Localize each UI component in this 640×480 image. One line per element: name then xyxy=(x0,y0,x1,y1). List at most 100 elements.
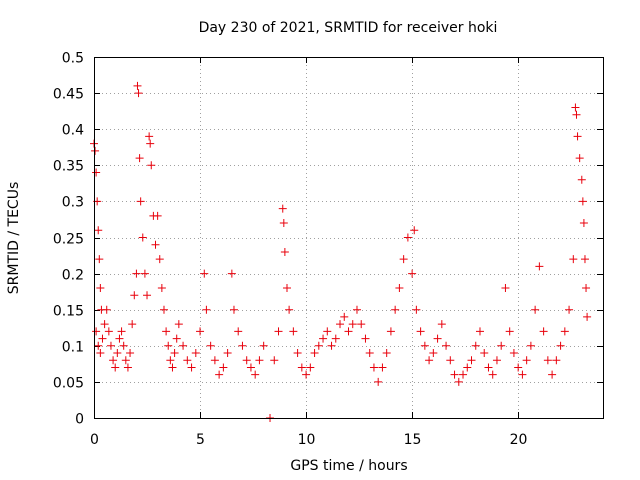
data-point xyxy=(306,363,315,372)
data-point xyxy=(278,204,287,213)
data-point xyxy=(109,356,118,365)
data-point xyxy=(569,255,578,264)
data-point xyxy=(336,320,345,329)
data-point xyxy=(132,269,141,278)
data-point xyxy=(571,103,580,112)
data-point xyxy=(488,370,497,379)
data-point xyxy=(215,370,224,379)
y-tick-label: 0.05 xyxy=(53,376,84,392)
data-point xyxy=(391,305,400,314)
data-point xyxy=(100,320,109,329)
data-point xyxy=(146,139,155,148)
data-point xyxy=(410,226,419,235)
data-point xyxy=(575,154,584,163)
data-point xyxy=(573,132,582,141)
data-point xyxy=(270,356,279,365)
data-point xyxy=(123,363,132,372)
data-point xyxy=(238,341,247,350)
data-point xyxy=(151,240,160,249)
data-point xyxy=(518,370,527,379)
data-point xyxy=(323,327,332,336)
data-point xyxy=(433,334,442,343)
data-point xyxy=(505,327,514,336)
data-point xyxy=(140,269,149,278)
data-point xyxy=(280,247,289,256)
data-point xyxy=(450,370,459,379)
data-point xyxy=(117,327,126,336)
x-tick-label: 0 xyxy=(90,432,99,448)
data-point xyxy=(327,341,336,350)
data-point xyxy=(157,284,166,293)
data-point xyxy=(522,356,531,365)
data-point xyxy=(135,154,144,163)
data-points xyxy=(90,81,592,422)
data-point xyxy=(484,363,493,372)
y-tick-label: 0.4 xyxy=(62,123,84,139)
data-point xyxy=(159,305,168,314)
data-point xyxy=(403,233,412,242)
data-point xyxy=(582,284,591,293)
data-point xyxy=(274,327,283,336)
data-point xyxy=(331,334,340,343)
data-point xyxy=(302,370,311,379)
data-point xyxy=(497,341,506,350)
y-tick-label: 0.2 xyxy=(62,268,84,284)
data-point xyxy=(174,320,183,329)
data-point xyxy=(106,341,115,350)
data-point xyxy=(357,320,366,329)
data-point xyxy=(314,341,323,350)
y-tick-label: 0.5 xyxy=(62,51,84,67)
data-point xyxy=(543,356,552,365)
data-point xyxy=(572,110,581,119)
data-point xyxy=(130,291,139,300)
y-tick-label: 0.3 xyxy=(62,195,84,211)
x-tick-label: 5 xyxy=(196,432,205,448)
data-point xyxy=(96,349,105,358)
data-point xyxy=(526,341,535,350)
data-point xyxy=(223,349,232,358)
plot-frame xyxy=(94,57,604,419)
data-point xyxy=(179,341,188,350)
data-point xyxy=(285,305,294,314)
data-point xyxy=(162,327,171,336)
data-point xyxy=(501,284,510,293)
data-point xyxy=(369,363,378,372)
data-point xyxy=(548,370,557,379)
data-point xyxy=(133,81,142,90)
data-point xyxy=(289,327,298,336)
data-point xyxy=(399,255,408,264)
data-point xyxy=(463,363,472,372)
data-point xyxy=(556,341,565,350)
data-point xyxy=(442,341,451,350)
data-point xyxy=(143,291,152,300)
data-point xyxy=(420,341,429,350)
data-point xyxy=(113,349,122,358)
data-point xyxy=(111,363,120,372)
data-point xyxy=(459,370,468,379)
data-point xyxy=(246,363,255,372)
y-tick-label: 0.35 xyxy=(53,159,84,175)
data-point xyxy=(164,341,173,350)
data-point xyxy=(412,305,421,314)
data-point xyxy=(119,341,128,350)
data-point xyxy=(206,341,215,350)
data-point xyxy=(475,327,484,336)
data-point xyxy=(514,363,523,372)
data-point xyxy=(187,363,196,372)
data-point xyxy=(395,284,404,293)
data-point xyxy=(539,327,548,336)
y-tick-label: 0 xyxy=(75,412,84,428)
data-point xyxy=(95,255,104,264)
data-point xyxy=(580,255,589,264)
data-point xyxy=(319,334,328,343)
data-point xyxy=(210,356,219,365)
data-point xyxy=(437,320,446,329)
data-point xyxy=(219,363,228,372)
data-point xyxy=(92,327,101,336)
data-point xyxy=(102,305,111,314)
data-point xyxy=(166,356,175,365)
x-axis-label: GPS time / hours xyxy=(290,458,407,474)
data-point xyxy=(147,161,156,170)
data-point xyxy=(340,312,349,321)
